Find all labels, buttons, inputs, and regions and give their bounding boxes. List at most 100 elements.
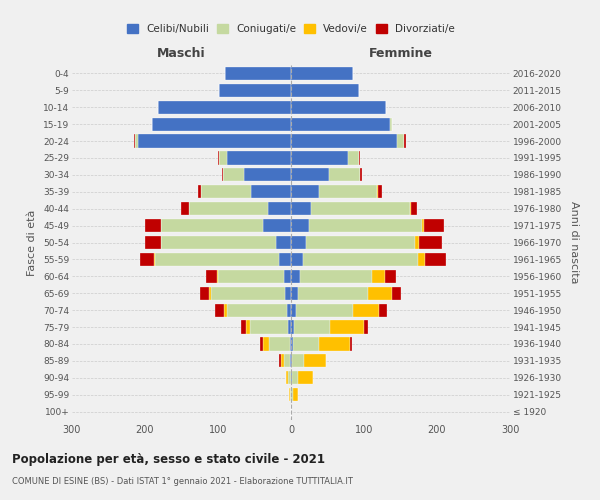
Bar xyxy=(291,100,386,114)
Bar xyxy=(331,320,364,334)
Bar xyxy=(244,168,291,181)
Bar xyxy=(209,286,211,300)
Bar xyxy=(288,320,291,334)
Bar xyxy=(389,118,392,131)
Bar xyxy=(319,338,350,350)
Bar xyxy=(218,270,284,283)
Bar xyxy=(224,304,227,316)
Bar xyxy=(215,304,224,316)
Bar xyxy=(359,152,361,164)
Bar xyxy=(291,202,311,215)
Bar xyxy=(305,236,415,249)
Bar xyxy=(294,320,331,334)
Bar xyxy=(145,236,161,249)
Bar xyxy=(291,67,353,80)
Bar xyxy=(301,270,372,283)
Bar xyxy=(291,185,319,198)
Bar xyxy=(291,304,296,316)
Bar xyxy=(397,134,404,147)
Bar xyxy=(161,219,263,232)
Bar xyxy=(158,100,291,114)
Bar xyxy=(422,219,424,232)
Bar xyxy=(410,202,412,215)
Bar xyxy=(280,253,291,266)
Bar xyxy=(291,134,397,147)
Bar xyxy=(364,320,368,334)
Bar xyxy=(138,134,291,147)
Bar xyxy=(284,270,291,283)
Bar xyxy=(221,168,223,181)
Bar xyxy=(329,168,359,181)
Bar xyxy=(201,185,251,198)
Bar xyxy=(140,253,154,266)
Bar xyxy=(268,202,291,215)
Bar xyxy=(250,320,288,334)
Bar xyxy=(291,168,329,181)
Bar xyxy=(353,304,379,316)
Bar xyxy=(218,152,220,164)
Bar xyxy=(287,304,291,316)
Bar xyxy=(293,338,319,350)
Bar xyxy=(260,338,263,350)
Bar xyxy=(419,236,442,249)
Bar xyxy=(200,286,209,300)
Bar xyxy=(304,354,326,368)
Bar xyxy=(379,304,386,316)
Y-axis label: Fasce di età: Fasce di età xyxy=(28,210,37,276)
Bar xyxy=(291,219,308,232)
Bar xyxy=(311,202,410,215)
Bar xyxy=(291,270,301,283)
Y-axis label: Anni di nascita: Anni di nascita xyxy=(569,201,578,284)
Bar xyxy=(227,304,287,316)
Bar xyxy=(289,388,290,401)
Bar xyxy=(350,338,352,350)
Bar xyxy=(378,185,382,198)
Bar xyxy=(291,338,293,350)
Bar xyxy=(181,202,189,215)
Bar xyxy=(425,253,446,266)
Bar xyxy=(145,219,161,232)
Bar xyxy=(308,219,422,232)
Bar xyxy=(291,236,305,249)
Bar xyxy=(368,286,392,300)
Bar xyxy=(197,185,201,198)
Bar xyxy=(154,253,155,266)
Text: COMUNE DI ESINE (BS) - Dati ISTAT 1° gennaio 2021 - Elaborazione TUTTITALIA.IT: COMUNE DI ESINE (BS) - Dati ISTAT 1° gen… xyxy=(12,478,353,486)
Bar xyxy=(298,286,368,300)
Bar xyxy=(298,371,313,384)
Legend: Celibi/Nubili, Coniugati/e, Vedovi/e, Divorziati/e: Celibi/Nubili, Coniugati/e, Vedovi/e, Di… xyxy=(127,24,455,34)
Bar xyxy=(247,320,250,334)
Bar xyxy=(302,253,418,266)
Bar xyxy=(226,67,291,80)
Bar xyxy=(372,270,385,283)
Bar xyxy=(418,253,425,266)
Bar xyxy=(263,338,269,350)
Bar xyxy=(135,134,138,147)
Bar xyxy=(296,304,353,316)
Bar xyxy=(134,134,135,147)
Text: Femmine: Femmine xyxy=(368,46,433,60)
Bar xyxy=(292,371,298,384)
Bar xyxy=(217,270,218,283)
Bar xyxy=(424,219,444,232)
Bar xyxy=(291,371,292,384)
Bar xyxy=(291,286,298,300)
Text: Popolazione per età, sesso e stato civile - 2021: Popolazione per età, sesso e stato civil… xyxy=(12,452,325,466)
Bar xyxy=(348,152,359,164)
Bar xyxy=(269,338,290,350)
Bar xyxy=(385,270,396,283)
Bar xyxy=(281,354,284,368)
Bar xyxy=(152,118,291,131)
Bar xyxy=(284,354,290,368)
Bar xyxy=(291,354,292,368)
Bar xyxy=(291,388,293,401)
Bar xyxy=(288,371,291,384)
Bar xyxy=(206,270,217,283)
Bar xyxy=(227,152,291,164)
Bar xyxy=(241,320,247,334)
Bar xyxy=(291,152,348,164)
Bar xyxy=(263,219,291,232)
Bar xyxy=(392,286,401,300)
Bar xyxy=(220,84,291,97)
Bar xyxy=(291,320,294,334)
